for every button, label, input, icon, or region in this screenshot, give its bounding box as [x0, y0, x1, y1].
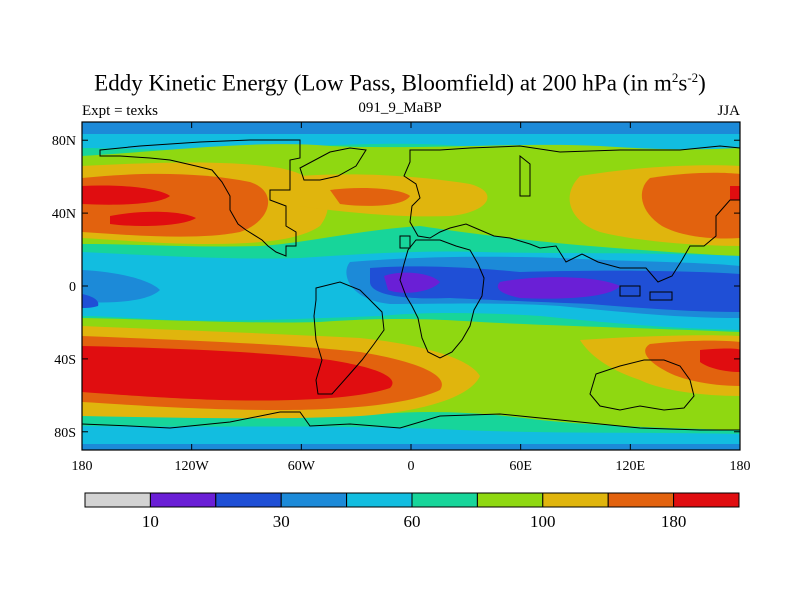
australia-coast: [589, 359, 695, 411]
colorbar-box: [84, 492, 151, 508]
ekefield-contours: [82, 122, 740, 450]
lat-tick-label: 40S: [54, 353, 76, 368]
colorbar-box: [476, 492, 544, 508]
pacific-midblue: [82, 270, 160, 303]
lon-tick-label: 120W: [175, 459, 210, 474]
season-label: JJA: [717, 103, 740, 119]
experiment-label: Expt = texks: [82, 103, 158, 119]
colorbar-box: [542, 492, 609, 508]
indian-violet-core: [497, 277, 620, 299]
colorbar: [84, 492, 740, 508]
latitude-axis: 80N 40N 0 40S 80S: [52, 134, 76, 441]
sh-east-red: [700, 348, 740, 372]
colorbar-box: [280, 492, 348, 508]
case-label: 091_9_MaBP: [358, 100, 442, 116]
atlantic-orange-jet: [330, 188, 410, 206]
south-america-coast: [313, 281, 385, 395]
north-america-coast: [99, 139, 301, 257]
axis-ticks: [81, 122, 741, 450]
indonesia-coast: [619, 285, 641, 297]
greenland-coast: [299, 147, 367, 181]
colorbar-box: [215, 492, 282, 508]
lat-tick-label: 80S: [54, 426, 76, 441]
lon-tick-label: 180: [730, 459, 751, 474]
colorbar-label: 10: [142, 512, 159, 531]
plot-title: Eddy Kinetic Energy (Low Pass, Bloomfiel…: [94, 70, 706, 96]
colorbar-box: [673, 492, 740, 508]
pacific-orange-jet: [82, 173, 269, 237]
asia-red-core: [730, 186, 740, 200]
lon-tick-label: 180: [72, 459, 93, 474]
inland-sea-coast: [519, 154, 531, 197]
lat-tick-label: 0: [69, 280, 76, 295]
pacific-red-core-north: [82, 185, 170, 205]
coastlines: [82, 139, 740, 431]
antarctica-coast: [82, 411, 740, 431]
africa-violet-core: [384, 272, 440, 293]
pacific-blue-patch: [82, 294, 99, 308]
lon-tick-label: 60E: [509, 459, 532, 474]
colorbar-label: 30: [273, 512, 290, 531]
colorbar-label: 60: [404, 512, 421, 531]
colorbar-label: 180: [661, 512, 687, 531]
lat-tick-label: 40N: [52, 207, 76, 222]
new-guinea-coast: [649, 291, 673, 301]
pacific-red-core-south: [110, 211, 196, 226]
sh-red-core: [82, 346, 393, 401]
colorbar-box: [411, 492, 478, 508]
eurasia-coast: [403, 145, 740, 283]
lon-tick-label: 120E: [616, 459, 646, 474]
africa-coast: [399, 239, 485, 359]
colorbar-box: [346, 492, 413, 508]
colorbar-label: 100: [530, 512, 556, 531]
colorbar-box: [607, 492, 675, 508]
longitude-axis: 180 120W 60W 0 60E 120E 180: [72, 459, 751, 474]
lat-tick-label: 80N: [52, 134, 76, 149]
colorbar-box: [149, 492, 217, 508]
lon-tick-label: 60W: [288, 459, 316, 474]
colorbar-labels: 10 30 60 100 180: [142, 512, 686, 531]
lon-tick-label: 0: [408, 459, 415, 474]
asia-orange-jet: [641, 172, 740, 239]
